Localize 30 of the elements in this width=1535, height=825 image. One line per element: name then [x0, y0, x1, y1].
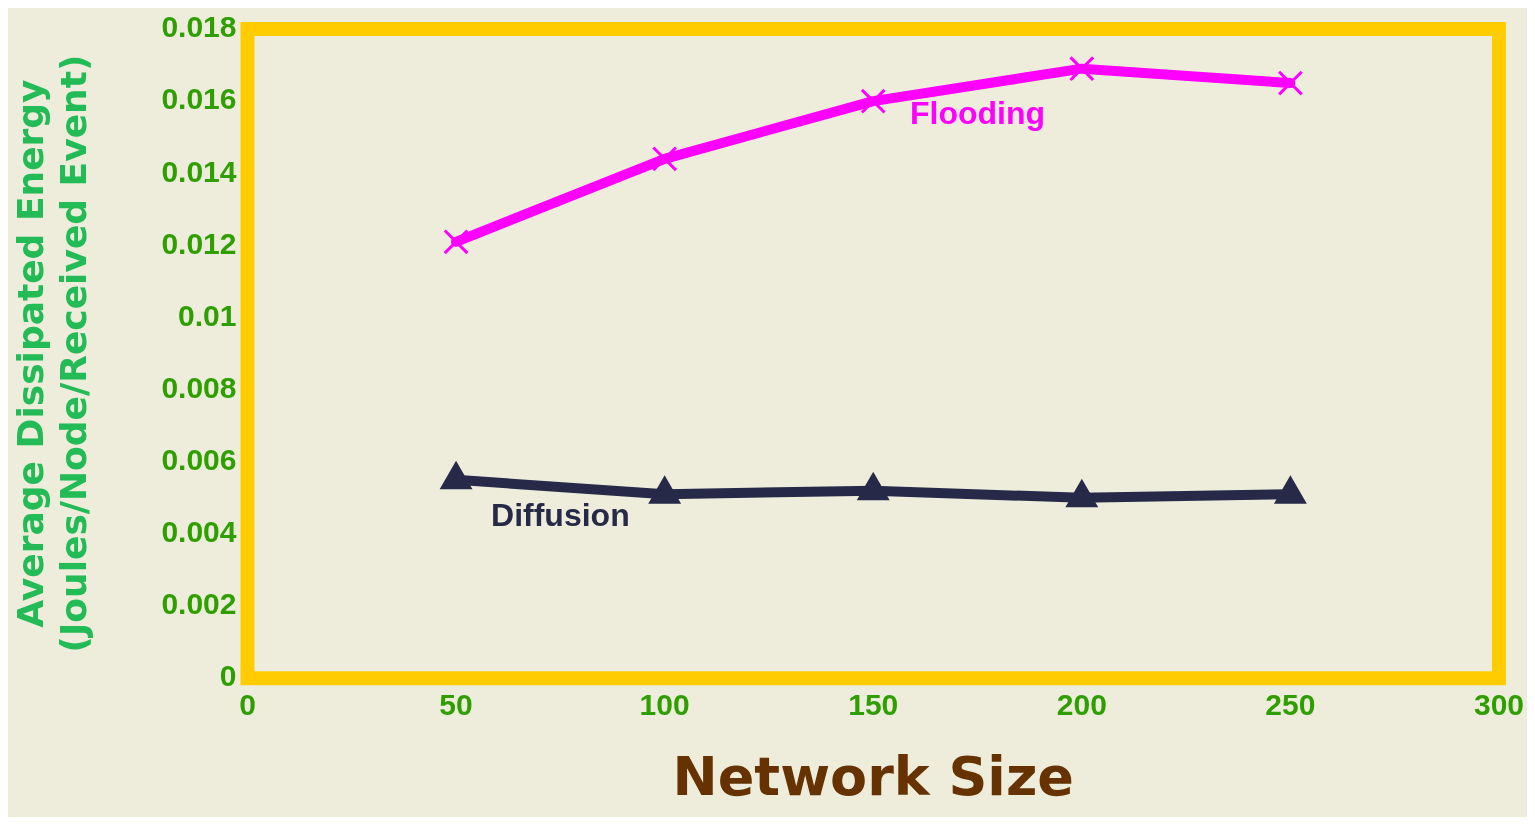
x-axis-title: Network Size [672, 744, 1074, 808]
x-tick-label: 250 [1265, 688, 1316, 722]
x-tick-label: 300 [1473, 688, 1524, 722]
point [649, 476, 680, 504]
y-axis-title: Average Dissipated Energy (Joules/Node/Received Event) [9, 54, 95, 653]
point [1066, 480, 1098, 508]
x-tick-label: 100 [639, 688, 690, 722]
y-tick-label: 0.01 [178, 298, 237, 332]
x-tick-label: 200 [1056, 688, 1107, 722]
y-tick-label: 0.012 [161, 226, 237, 260]
y-tick-label: 0.016 [161, 82, 237, 116]
point [440, 462, 472, 490]
point [651, 146, 678, 172]
x-tick-label: 150 [848, 688, 899, 722]
point [1068, 55, 1095, 82]
point [860, 88, 887, 114]
y-tick-label: 0 [219, 659, 237, 693]
series-label: Flooding [909, 94, 1046, 131]
y-tick-label: 0.014 [161, 154, 237, 188]
point [1277, 70, 1304, 96]
y-tick-label: 0.002 [161, 587, 237, 621]
y-tick-label: 0.018 [161, 10, 237, 44]
series-label: Diffusion [491, 496, 630, 533]
y-tick-label: 0.008 [161, 370, 237, 404]
point [443, 228, 469, 255]
x-tick-label: 50 [439, 688, 473, 722]
y-tick-label: 0.004 [161, 515, 237, 549]
point [1275, 476, 1306, 504]
y-tick-label: 0.006 [161, 443, 237, 477]
point [857, 473, 889, 501]
